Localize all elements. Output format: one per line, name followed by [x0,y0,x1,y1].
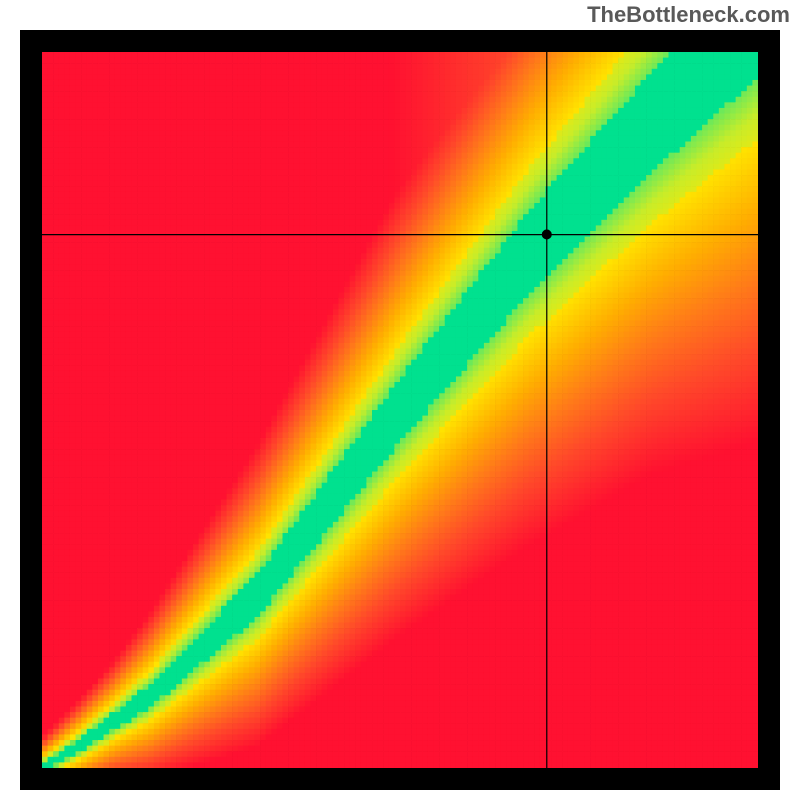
watermark-text: TheBottleneck.com [587,2,790,28]
bottleneck-heatmap [20,30,780,790]
heatmap-canvas [20,30,780,790]
